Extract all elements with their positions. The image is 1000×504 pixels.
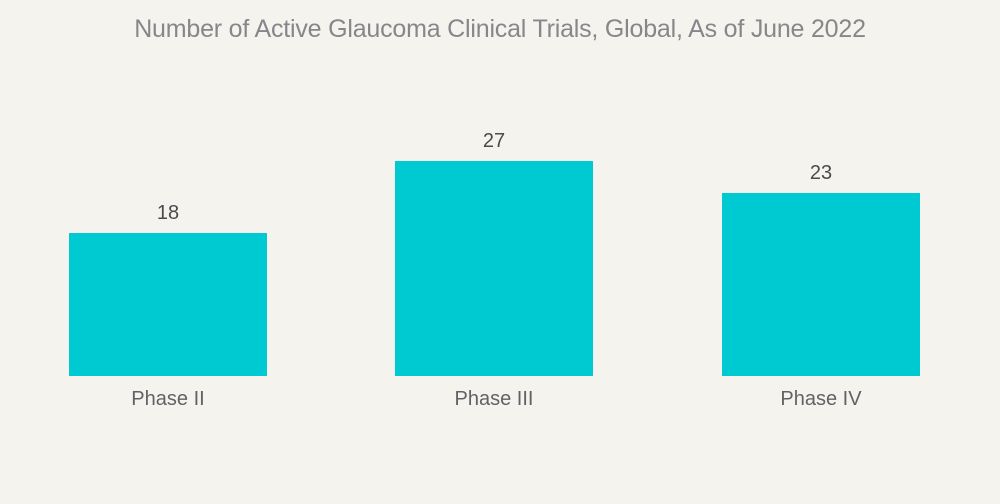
bar-group-phase-iii: 27 Phase III xyxy=(395,130,593,410)
category-label-phase-iii: Phase III xyxy=(454,388,534,410)
bar-value-label-phase-iii: 27 xyxy=(482,130,506,152)
bar-group-phase-iv: 23 Phase IV xyxy=(722,162,920,410)
chart-title: Number of Active Glaucoma Clinical Trial… xyxy=(134,15,866,43)
bar-phase-ii xyxy=(69,233,267,376)
bar-value-label-phase-iv: 23 xyxy=(809,162,833,184)
category-label-phase-ii: Phase II xyxy=(131,388,205,410)
bar-group-phase-ii: 18 Phase II xyxy=(69,202,267,410)
bar-value-label-phase-ii: 18 xyxy=(156,202,180,224)
category-label-phase-iv: Phase IV xyxy=(780,388,862,410)
bar-phase-iv xyxy=(722,193,920,376)
plot-area: 18 Phase II 27 Phase III 23 Phase IV xyxy=(69,130,920,410)
bar-phase-iii xyxy=(395,161,593,376)
